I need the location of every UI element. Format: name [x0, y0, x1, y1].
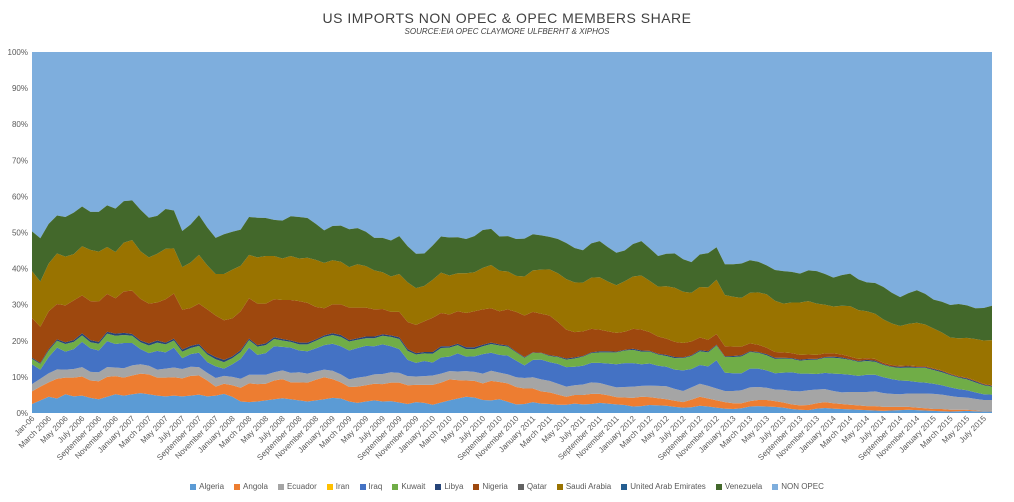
area-algeria — [32, 393, 992, 413]
legend-label: Venezuela — [724, 482, 763, 491]
y-tick-label: 90% — [12, 84, 28, 93]
legend-swatch — [556, 483, 563, 490]
y-tick-label: 70% — [12, 156, 28, 165]
legend-item: Venezuela — [715, 482, 763, 491]
legend-item: Ecuador — [277, 482, 317, 491]
legend-item: Iran — [326, 482, 350, 491]
area-layer — [32, 52, 992, 413]
area-iraq — [32, 341, 992, 401]
legend-label: Saudi Arabia — [565, 482, 612, 491]
legend-swatch — [234, 483, 241, 490]
chart-title: US IMPORTS NON OPEC & OPEC MEMBERS SHARE — [322, 10, 692, 26]
legend-label: Iran — [335, 482, 350, 491]
legend: Algeria Angola Ecuador Iran Iraq Kuwait Libya N… — [0, 482, 1014, 491]
y-tick-label: 80% — [12, 120, 28, 129]
y-tick-label: 10% — [12, 373, 28, 382]
legend-item: Saudi Arabia — [556, 482, 612, 491]
legend-item: Algeria — [190, 482, 224, 491]
legend-swatch — [359, 483, 366, 490]
legend-label: Libya — [444, 482, 464, 491]
legend-swatch — [277, 483, 284, 490]
legend-swatch — [621, 483, 628, 490]
legend-item: Libya — [435, 482, 463, 491]
chart-subtitle: SOURCE:EIA OPEC CLAYMORE ULFBERHT & XIPH… — [404, 27, 610, 36]
legend-swatch — [473, 483, 480, 490]
legend-label: NON OPEC — [781, 482, 824, 491]
legend-swatch — [435, 483, 442, 490]
legend-swatch — [326, 483, 333, 490]
area-non-opec — [32, 52, 992, 309]
area-venezuela — [32, 200, 992, 341]
area-angola — [32, 373, 992, 412]
y-tick-label: 50% — [12, 229, 28, 238]
legend-label: Iraq — [368, 482, 383, 491]
legend-label: Algeria — [199, 482, 225, 491]
area-kuwait — [32, 333, 992, 395]
y-tick-label: 0% — [16, 409, 28, 418]
area-nigeria — [32, 290, 992, 386]
legend-swatch — [190, 483, 197, 490]
legend-label: Angola — [243, 482, 268, 491]
legend-label: United Arab Emirates — [630, 482, 706, 491]
legend-item: Angola — [234, 482, 268, 491]
y-tick-label: 100% — [8, 48, 28, 57]
legend-item: Qatar — [517, 482, 547, 491]
y-tick-label: 20% — [12, 337, 28, 346]
legend-swatch — [715, 483, 722, 490]
legend-label: Qatar — [526, 482, 547, 491]
legend-item: Kuwait — [392, 482, 425, 491]
legend-label: Kuwait — [401, 482, 426, 491]
legend-label: Nigeria — [482, 482, 508, 491]
legend-swatch — [517, 483, 524, 490]
area-saudi-arabia — [32, 240, 992, 386]
area-ecuador — [32, 364, 992, 412]
y-tick-label: 60% — [12, 192, 28, 201]
legend-item: United Arab Emirates — [621, 482, 706, 491]
legend-label: Ecuador — [286, 482, 317, 491]
y-tick-label: 30% — [12, 301, 28, 310]
y-axis: 0% 10% 20% 30% 40% 50% 60% 70% 80% 90% 100% — [8, 48, 28, 418]
legend-item: Nigeria — [473, 482, 508, 491]
legend-swatch — [392, 483, 399, 490]
legend-item: Iraq — [359, 482, 383, 491]
y-tick-label: 40% — [12, 265, 28, 274]
legend-item: NON OPEC — [772, 482, 824, 491]
legend-swatch — [772, 483, 779, 490]
